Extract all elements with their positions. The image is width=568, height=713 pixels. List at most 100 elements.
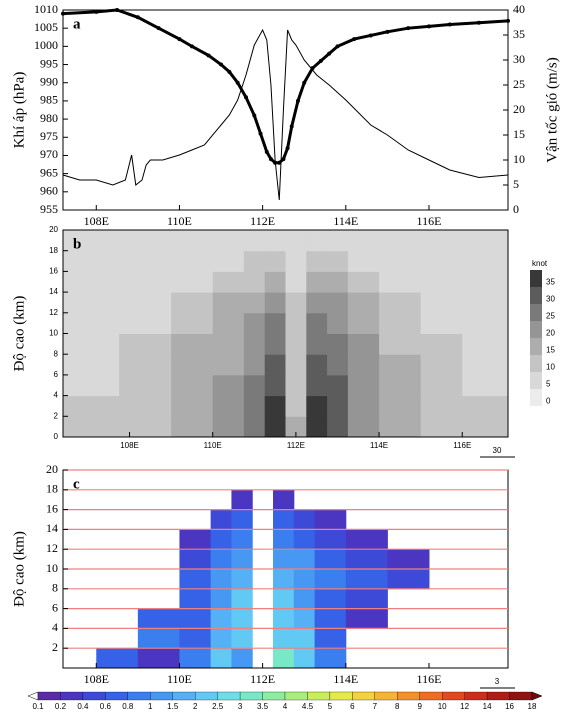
y-tick-label: 975 [40,129,58,143]
colorbar-label: 7 [373,702,378,711]
cell [306,250,328,272]
cell [231,509,253,530]
point [243,95,248,100]
cell [379,250,422,272]
x-tick-label: 110E [167,214,192,228]
cell [210,569,232,590]
cell [231,588,253,610]
cell [171,395,214,417]
cell [306,292,328,314]
cell [243,354,266,376]
cell [379,230,422,252]
y-tick-label: 2 [52,640,58,654]
colorbar-label: 12 [460,702,469,711]
point [295,98,300,103]
cell [171,271,214,293]
cell [264,250,286,272]
colorbar-box [150,691,173,701]
colorbar-box [486,691,510,701]
cell [179,648,212,669]
x-tick-label: 112E [250,672,275,686]
cell [264,312,286,334]
colorbar-label: 1.5 [167,702,179,711]
cell [212,230,245,252]
cell [63,250,120,272]
colorbar-box [307,691,331,701]
colorbar-label: 10 [546,363,555,372]
y-tick-label: 20 [46,462,58,476]
y-tick-label: 8 [54,349,59,358]
cell [347,312,380,334]
colorbar-box [530,372,542,389]
cell [212,333,245,355]
cell [171,333,214,355]
point [506,18,510,23]
cell [293,608,316,629]
colorbar-box [172,691,196,701]
colorbar-label: 25 [546,312,555,321]
x-tick-label: 114E [333,672,358,686]
y-tick-label: 965 [40,165,58,179]
cell [379,354,422,376]
cell [119,354,172,376]
cell [293,628,316,649]
cell [210,648,232,669]
cell [285,416,307,438]
cell [462,374,494,397]
point [406,26,411,31]
cell [420,416,463,438]
cell [212,416,245,438]
point [268,157,273,162]
cell [420,292,463,314]
cell [179,608,212,629]
point [318,58,323,63]
colorbar-box [239,691,263,701]
colorbar-label: 0.8 [122,702,134,711]
colorbar-label: 5 [328,702,333,711]
cell [379,374,422,397]
cell [285,230,307,252]
cell [420,395,463,417]
colorbar-label: 6 [350,702,355,711]
plot-frame [62,9,509,211]
cell [420,250,463,272]
cell [171,312,214,334]
panel-label: b [73,236,81,252]
cell [420,271,463,293]
cell [63,230,120,252]
point [219,62,224,67]
point [206,53,211,58]
point [227,69,232,74]
cell [231,648,253,669]
cell [306,395,328,417]
cell [493,292,509,314]
cell [210,549,232,570]
cell [243,250,266,272]
y-tick-label: 4 [54,391,59,400]
colorbar-label: 5 [546,380,551,389]
x-tick-label: 116E [417,214,442,228]
colorbar-label: 10 [438,702,447,711]
cell [420,374,463,397]
y-tick-label: 0 [54,432,59,441]
cell [243,416,266,438]
cell [306,354,328,376]
cell [264,333,286,355]
colorbar-box [530,338,542,355]
cell [119,250,172,272]
cell [347,333,380,355]
cell [462,292,494,314]
x-tick-label: 112E [250,214,275,228]
point [302,80,307,85]
cell [493,333,509,355]
cell [285,333,307,355]
y-tick-label: 6 [52,600,58,614]
cell [462,271,494,293]
cell [63,374,120,397]
cell [314,509,347,530]
cell [293,549,316,570]
point [235,80,240,85]
colorbar-box [530,389,542,406]
